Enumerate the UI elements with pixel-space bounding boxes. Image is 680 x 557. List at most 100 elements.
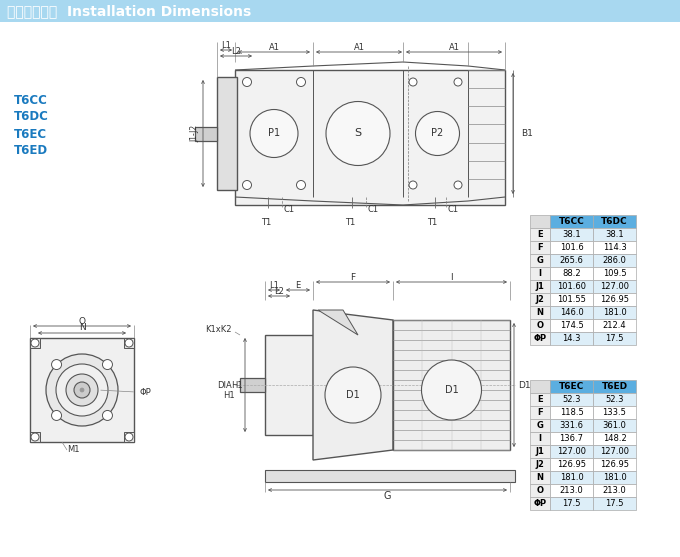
Text: 101.6: 101.6 <box>560 243 583 252</box>
Bar <box>593 380 636 393</box>
Bar <box>593 267 636 280</box>
Text: N: N <box>79 324 86 333</box>
Bar <box>550 306 593 319</box>
Text: T1: T1 <box>261 218 271 227</box>
Text: J1: J1 <box>536 447 545 456</box>
Text: T6ED: T6ED <box>601 382 628 391</box>
Text: 38.1: 38.1 <box>605 230 624 239</box>
Bar <box>530 280 550 293</box>
Bar <box>593 445 636 458</box>
Text: I: I <box>539 269 541 278</box>
Text: O: O <box>537 486 543 495</box>
Circle shape <box>409 181 417 189</box>
Bar <box>530 393 550 406</box>
Bar <box>550 393 593 406</box>
Text: 133.5: 133.5 <box>602 408 626 417</box>
Bar <box>530 419 550 432</box>
Bar <box>240 378 265 392</box>
Circle shape <box>103 360 112 369</box>
Circle shape <box>243 77 252 86</box>
Text: 17.5: 17.5 <box>605 334 624 343</box>
Text: 126.95: 126.95 <box>600 460 629 469</box>
Text: 101.55: 101.55 <box>557 295 586 304</box>
Text: L2: L2 <box>274 286 284 296</box>
Text: ΦP: ΦP <box>533 334 547 343</box>
Bar <box>530 471 550 484</box>
Bar <box>593 497 636 510</box>
Text: S: S <box>354 129 362 139</box>
Circle shape <box>296 77 305 86</box>
Circle shape <box>325 367 381 423</box>
Text: C1: C1 <box>284 205 295 214</box>
Text: T1: T1 <box>345 218 355 227</box>
Text: P1: P1 <box>268 129 280 139</box>
Text: 17.5: 17.5 <box>562 499 581 508</box>
Text: I: I <box>539 434 541 443</box>
Text: 127.00: 127.00 <box>600 282 629 291</box>
Bar <box>530 293 550 306</box>
Bar <box>530 254 550 267</box>
Circle shape <box>125 433 133 441</box>
Text: B1: B1 <box>521 129 533 138</box>
Text: 213.0: 213.0 <box>602 486 626 495</box>
Text: E: E <box>537 230 543 239</box>
Bar <box>530 445 550 458</box>
Text: D1: D1 <box>518 380 530 389</box>
Bar <box>550 445 593 458</box>
Text: T6DC: T6DC <box>14 110 49 124</box>
Text: T6ED: T6ED <box>14 144 48 158</box>
Text: 109.5: 109.5 <box>602 269 626 278</box>
Text: O: O <box>537 321 543 330</box>
Text: A1: A1 <box>449 42 460 51</box>
Bar <box>550 215 593 228</box>
Bar <box>593 293 636 306</box>
Bar <box>530 228 550 241</box>
Text: F: F <box>537 408 543 417</box>
Circle shape <box>415 111 460 155</box>
Circle shape <box>250 110 298 158</box>
Polygon shape <box>318 310 358 335</box>
Text: 331.6: 331.6 <box>560 421 583 430</box>
Text: 14.3: 14.3 <box>562 334 581 343</box>
Text: D1: D1 <box>445 385 458 395</box>
Text: A1: A1 <box>269 42 279 51</box>
Circle shape <box>56 364 108 416</box>
Bar <box>593 471 636 484</box>
Text: 118.5: 118.5 <box>560 408 583 417</box>
Bar <box>530 267 550 280</box>
Text: 17.5: 17.5 <box>605 499 624 508</box>
Text: J2: J2 <box>536 295 545 304</box>
Bar <box>124 338 134 348</box>
Polygon shape <box>313 310 393 460</box>
Bar <box>593 306 636 319</box>
Text: 126.95: 126.95 <box>600 295 629 304</box>
Text: 127.00: 127.00 <box>557 447 586 456</box>
Bar <box>530 458 550 471</box>
Text: 38.1: 38.1 <box>562 230 581 239</box>
Bar <box>217 77 237 190</box>
Bar <box>593 228 636 241</box>
Text: 52.3: 52.3 <box>562 395 581 404</box>
Bar <box>530 319 550 332</box>
Text: K1xK2: K1xK2 <box>205 325 232 335</box>
Bar <box>530 484 550 497</box>
Text: F: F <box>537 243 543 252</box>
Text: E: E <box>537 395 543 404</box>
Text: N: N <box>537 473 543 482</box>
Text: P2: P2 <box>431 129 443 139</box>
Text: 361.0: 361.0 <box>602 421 626 430</box>
Bar <box>530 215 550 228</box>
Text: 146.0: 146.0 <box>560 308 583 317</box>
Bar <box>550 267 593 280</box>
Bar <box>124 432 134 442</box>
Bar <box>550 332 593 345</box>
Bar <box>195 126 217 140</box>
Text: 114.3: 114.3 <box>602 243 626 252</box>
Bar <box>550 280 593 293</box>
Text: ΦP: ΦP <box>101 388 151 397</box>
Text: 安装连接尺寸  Installation Dimensions: 安装连接尺寸 Installation Dimensions <box>7 4 251 18</box>
Text: 174.5: 174.5 <box>560 321 583 330</box>
Bar <box>550 254 593 267</box>
Text: L2: L2 <box>231 46 241 56</box>
Bar <box>530 497 550 510</box>
